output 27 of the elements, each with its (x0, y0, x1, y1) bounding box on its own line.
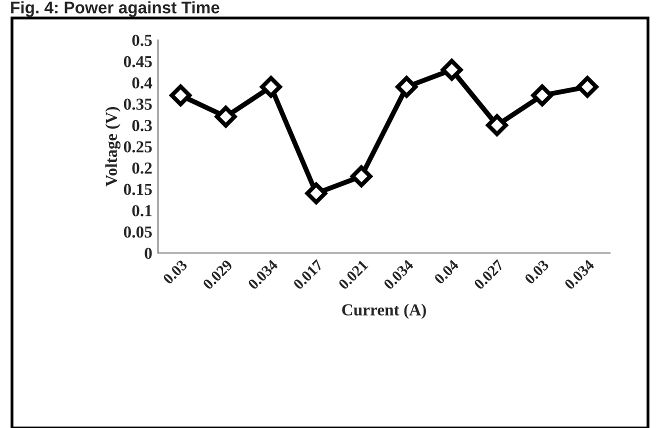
x-tick-label: 0.04 (434, 259, 460, 285)
point (531, 84, 554, 106)
y-tick-label: 0.1 (132, 205, 152, 216)
y-tick-label: 0.45 (124, 56, 152, 68)
point (576, 76, 598, 98)
y-tick-label: 0.35 (124, 98, 152, 110)
point (440, 58, 463, 81)
point (396, 76, 418, 98)
y-tick-label: 0.25 (124, 141, 152, 153)
y-tick-label: 0.15 (124, 184, 152, 196)
x-tick-label: 0.03 (524, 259, 550, 285)
point (305, 182, 328, 204)
point (214, 106, 237, 128)
x-tick-label: 0.03 (162, 259, 188, 285)
point (350, 165, 372, 188)
point (170, 84, 192, 106)
chart-title: Fig. 4: Power against Time (11, 1, 220, 17)
x-axis-title: Current (A) (342, 304, 426, 319)
y-tick-label: 0.3 (132, 120, 152, 132)
point (260, 76, 282, 98)
y-tick-label: 0.2 (132, 162, 152, 174)
y-tick-label: 0.05 (124, 226, 152, 238)
y-tick-label: 0.4 (132, 77, 152, 89)
y-tick-label: 0 (144, 248, 152, 259)
y-tick-label: 0.5 (132, 34, 152, 46)
point (486, 114, 508, 136)
y-axis-title: Voltage (V) (105, 107, 120, 187)
